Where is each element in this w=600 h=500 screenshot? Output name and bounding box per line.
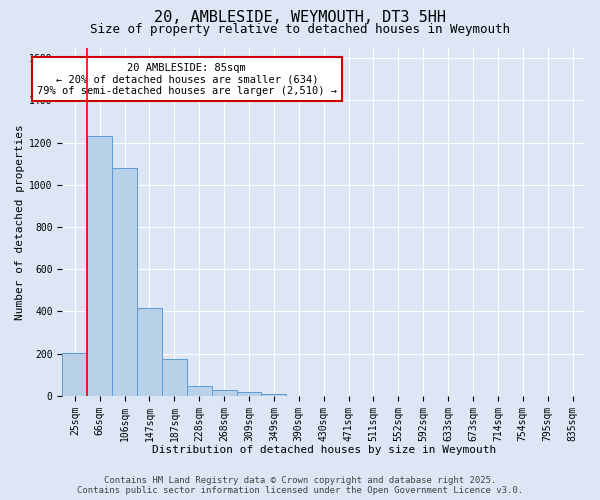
Bar <box>62 352 87 396</box>
Bar <box>87 136 112 396</box>
Text: Contains HM Land Registry data © Crown copyright and database right 2025.
Contai: Contains HM Land Registry data © Crown c… <box>77 476 523 495</box>
X-axis label: Distribution of detached houses by size in Weymouth: Distribution of detached houses by size … <box>152 445 496 455</box>
Bar <box>112 168 137 396</box>
Text: Size of property relative to detached houses in Weymouth: Size of property relative to detached ho… <box>90 22 510 36</box>
Bar <box>187 386 212 396</box>
Bar <box>162 359 187 396</box>
Y-axis label: Number of detached properties: Number of detached properties <box>15 124 25 320</box>
Text: 20, AMBLESIDE, WEYMOUTH, DT3 5HH: 20, AMBLESIDE, WEYMOUTH, DT3 5HH <box>154 10 446 25</box>
Bar <box>212 390 236 396</box>
Bar <box>236 392 262 396</box>
Text: 20 AMBLESIDE: 85sqm
← 20% of detached houses are smaller (634)
79% of semi-detac: 20 AMBLESIDE: 85sqm ← 20% of detached ho… <box>37 62 337 96</box>
Bar <box>137 308 162 396</box>
Bar <box>262 394 286 396</box>
